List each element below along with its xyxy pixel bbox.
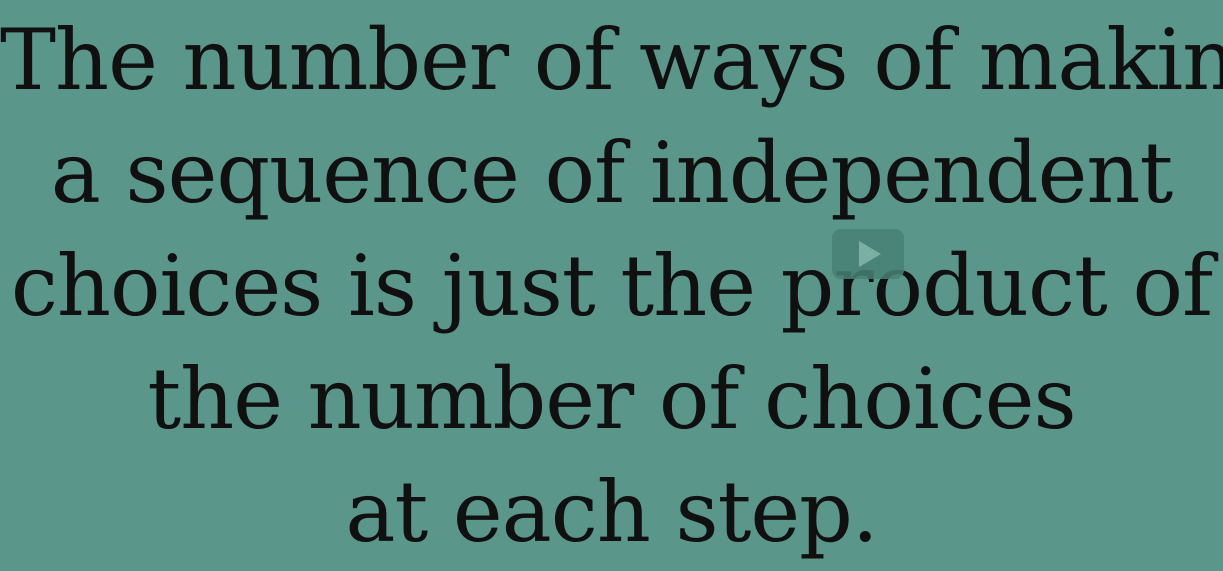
statement-line-1: The number of ways of making xyxy=(0,11,1223,109)
statement-text: The number of ways of making a sequence … xyxy=(0,4,1223,569)
statement-line-3: choices is just the product of xyxy=(10,237,1213,335)
statement-line-5: at each step. xyxy=(345,463,878,561)
statement-line-2: a sequence of independent xyxy=(50,124,1173,222)
statement-line-4: the number of choices xyxy=(147,350,1076,448)
play-button[interactable] xyxy=(832,229,904,279)
play-icon xyxy=(859,241,881,267)
